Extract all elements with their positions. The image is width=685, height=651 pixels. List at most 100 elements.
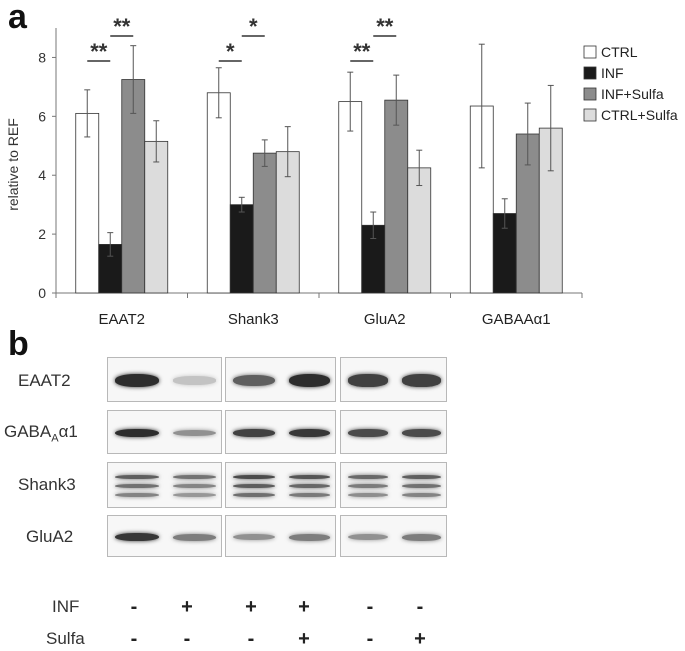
significance-stars: * [226,39,235,64]
blot-band [172,376,216,385]
blot-band [233,428,275,438]
blot-band [401,533,441,541]
blot-eaat2-panel-3 [340,357,447,402]
blot-label-shank3: Shank3 [18,475,76,494]
inf-sign-lane1: - [130,596,138,618]
blot-band [115,532,159,542]
blot-band [348,484,388,488]
legend-entry: INF [601,65,624,81]
legend-swatch [583,45,597,59]
blot-band [288,533,330,541]
gaba-subscript: A [51,432,59,445]
blot-label-eaat2: EAAT2 [18,371,71,390]
blot-glua2-panel-2 [225,515,336,557]
category-label: Shank3 [228,311,279,328]
bar-ctrl-0 [75,112,100,294]
y-tick-label: 2 [38,226,46,242]
y-axis-label: relative to REF [5,118,21,211]
blot-band [233,475,275,479]
blot-eaat2-panel-1 [107,357,222,402]
blot-glua2-panel-1 [107,515,222,557]
blot-band [401,475,441,479]
blot-band [348,475,388,479]
y-tick-label: 0 [38,285,46,301]
blot-band [233,533,275,541]
blot-band [233,493,275,497]
blot-gaba-a-alpha1-panel-2 [225,410,336,454]
bar-ctrl-sulfa-2 [407,167,432,294]
blot-band [172,493,216,497]
significance-stars: ** [353,39,371,64]
blot-glua2-panel-3 [340,515,447,557]
blot-band [288,428,330,438]
blot-band [348,429,388,437]
category-label: EAAT2 [99,311,145,328]
blot-shank3-panel-1 [107,462,222,508]
blot-shank3-panel-2 [225,462,336,508]
blot-band [401,429,441,437]
significance-stars: ** [376,14,394,39]
blot-band [172,533,216,541]
treatment-label-inf: INF [52,597,80,616]
bar-inf-sulfa-2 [384,99,409,294]
category-label: GABAAα1 [482,311,551,328]
y-tick-label: 6 [38,108,46,124]
blot-band [233,374,275,387]
blot-band [348,493,388,497]
blot-band [115,428,159,438]
significance-stars: ** [90,39,108,64]
blot-band [401,484,441,488]
legend-swatch [583,108,597,122]
inf-sign-lane5: - [366,596,374,618]
bar-inf-sulfa-1 [252,152,277,294]
treatment-label-sulfa: Sulfa [46,629,85,648]
blot-shank3-panel-3 [340,462,447,508]
inf-sign-lane3: + [245,596,257,618]
blot-band [115,475,159,479]
blot-gaba-a-alpha1-panel-3 [340,410,447,454]
blot-band [288,475,330,479]
panel-a-letter: a [8,0,27,36]
y-tick-label: 4 [38,167,46,183]
significance-stars: ** [113,14,131,39]
bar-ctrl-sulfa-0 [144,140,169,294]
inf-sign-lane2: + [181,596,193,618]
category-label: GluA2 [364,311,406,328]
blot-band [115,493,159,497]
gaba-text: GABA [4,422,52,441]
blot-gaba-a-alpha1-panel-1 [107,410,222,454]
blot-band [233,484,275,488]
significance-stars: * [249,14,258,39]
legend-entry: CTRL [601,44,638,60]
blot-band [401,374,441,387]
y-tick-label: 8 [38,49,46,65]
sulfa-sign-lane1: - [130,628,138,650]
blot-band [348,533,388,541]
blot-band [288,374,330,387]
sulfa-sign-lane3: - [247,628,255,650]
panel-b-letter: b [8,325,29,363]
blot-band [288,484,330,488]
legend-swatch [583,66,597,80]
blot-band [172,484,216,488]
blot-eaat2-panel-2 [225,357,336,402]
inf-sign-lane4: + [298,596,310,618]
blot-band [288,493,330,497]
blot-band [348,374,388,387]
blot-label-glua2: GluA2 [26,527,74,546]
legend-swatch [583,87,597,101]
sulfa-sign-lane6: + [414,628,426,650]
bar-inf-1 [229,204,254,294]
legend-entry: CTRL+Sulfa [601,107,678,123]
bar-chart: 0 2 4 6 8 relative to REF EAAT2 Shank3 GluA2 GABA… [5,14,678,328]
sulfa-sign-lane5: - [366,628,374,650]
blot-label-gaba-a-alpha1: GABAAα1 [4,423,78,444]
blot-band [172,429,216,437]
sulfa-sign-lane2: - [183,628,191,650]
legend-entry: INF+Sulfa [601,86,664,102]
blot-band [401,493,441,497]
blot-band [172,475,216,479]
bar-ctrl-1 [206,92,231,294]
blot-band [115,484,159,488]
blot-band [115,374,159,387]
